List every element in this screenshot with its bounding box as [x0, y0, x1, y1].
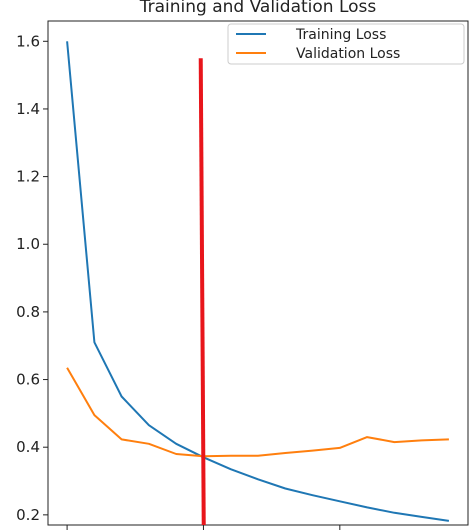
- legend-label-training-loss: Training Loss: [295, 27, 386, 43]
- legend-label-validation-loss: Validation Loss: [296, 46, 400, 62]
- chart-title: Training and Validation Loss: [139, 0, 377, 17]
- y-tick-label: 0.6: [16, 371, 40, 389]
- series-line-training-loss: [66, 41, 450, 522]
- y-tick-label: 1.0: [16, 235, 40, 253]
- y-tick-label: 1.4: [16, 100, 40, 118]
- y-tick-label: 0.2: [16, 506, 40, 524]
- series-layer: [66, 41, 450, 522]
- y-axis: 0.2 0.4 0.6 0.8 1.0 1.2 1.4 1.6: [16, 32, 48, 524]
- series-line-validation-loss: [66, 367, 449, 458]
- plot-frame: [47, 20, 469, 526]
- y-tick-label: 0.4: [16, 438, 40, 456]
- y-tick-label: 1.6: [16, 32, 40, 50]
- y-tick-label: 1.2: [16, 168, 40, 186]
- legend-box: [227, 23, 465, 65]
- vertical-marker-line: [198, 58, 206, 526]
- x-axis: 0510: [62, 525, 349, 531]
- y-tick-label: 0.8: [16, 303, 40, 321]
- annotation-layer: [198, 58, 206, 526]
- legend: Training Loss Validation Loss: [227, 23, 465, 65]
